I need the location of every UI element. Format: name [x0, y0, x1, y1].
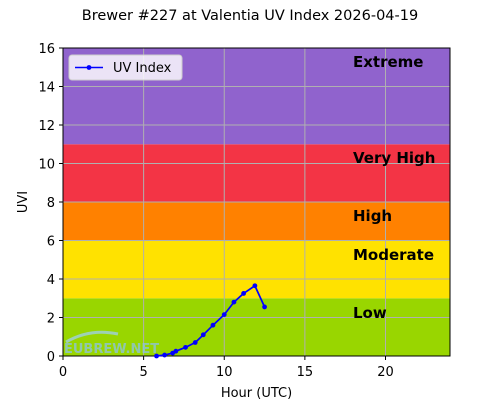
- y-tick-label-8: 8: [47, 196, 55, 211]
- data-point-11: [252, 283, 258, 289]
- data-point-12: [262, 304, 267, 310]
- x-tick-label-10: 10: [216, 365, 233, 380]
- x-tick-label-20: 20: [377, 365, 394, 380]
- legend-box: [68, 54, 183, 81]
- data-point-0: [154, 353, 159, 359]
- band-label-extreme: Extreme: [353, 53, 423, 71]
- y-axis-ticks: 0 2 4 6 8 10 12 14 16: [38, 42, 63, 365]
- y-tick-label-2: 2: [47, 312, 55, 327]
- watermark-text: EUBREW.NET: [64, 342, 159, 357]
- y-tick-label-4: 4: [47, 273, 55, 288]
- y-tick-label-12: 12: [38, 119, 55, 134]
- legend-marker: [86, 65, 92, 70]
- band-label-very-high: Very High: [353, 149, 435, 167]
- x-axis-ticks: 0 5 10 15 20: [59, 356, 394, 380]
- data-point-9: [231, 299, 237, 305]
- y-tick-label-14: 14: [38, 81, 55, 96]
- x-tick-label-0: 0: [59, 365, 67, 380]
- data-point-1: [162, 352, 167, 358]
- band-labels: Low Moderate High Very High Extreme: [353, 53, 435, 322]
- legend-entry-uv-index: UV Index: [113, 61, 172, 76]
- band-label-moderate: Moderate: [353, 246, 434, 264]
- uv-series: [154, 283, 267, 359]
- y-tick-label-6: 6: [47, 235, 55, 250]
- y-tick-label-16: 16: [38, 42, 55, 57]
- y-tick-label-10: 10: [38, 158, 55, 173]
- watermark-swoosh-icon: [65, 330, 119, 344]
- data-point-10: [241, 291, 247, 296]
- data-point-4: [183, 344, 188, 350]
- band-label-low: Low: [353, 304, 387, 322]
- data-point-8: [221, 312, 227, 318]
- band-label-high: High: [353, 207, 392, 225]
- x-tick-label-15: 15: [297, 365, 314, 380]
- y-tick-label-0: 0: [47, 350, 55, 365]
- chart-title: Brewer #227 at Valentia UV Index 2026-04…: [82, 8, 418, 24]
- watermark-logo: EUBREW.NET: [64, 330, 159, 357]
- data-point-7: [210, 322, 216, 328]
- x-axis-label: Hour (UTC): [221, 386, 292, 400]
- legend: UV Index: [68, 54, 183, 81]
- data-point-3: [173, 348, 179, 354]
- x-tick-label-5: 5: [139, 365, 147, 380]
- data-point-5: [192, 340, 198, 345]
- y-axis-label: UVI: [16, 191, 31, 213]
- data-point-6: [200, 332, 206, 338]
